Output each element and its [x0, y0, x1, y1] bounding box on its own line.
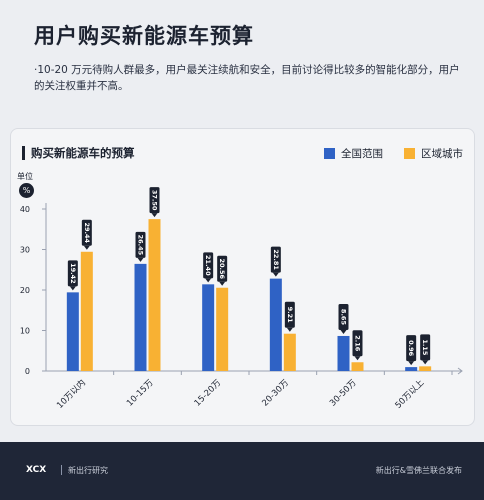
data-label-tag — [203, 252, 214, 279]
legend-swatch-national — [324, 148, 335, 159]
data-label: 1.15 — [421, 339, 429, 356]
data-label-tag — [135, 231, 146, 258]
x-category-label: 50万以上 — [394, 378, 427, 411]
data-label: 8.65 — [340, 309, 348, 326]
legend-swatch-regional — [404, 148, 415, 159]
data-label-pointer — [340, 329, 347, 334]
data-label: 2.16 — [354, 335, 362, 352]
x-category-label: 15-20万 — [193, 378, 224, 409]
page-description: ·10-20 万元待购人群最多，用户最关注续航和安全，目前讨论得比较多的智能化部… — [34, 64, 460, 92]
data-label: 22.81 — [272, 249, 280, 270]
data-label-pointer — [137, 257, 144, 262]
data-label-pointer — [286, 327, 293, 332]
data-label-tag — [338, 303, 349, 330]
bar-national — [269, 278, 282, 371]
data-label: 21.40 — [204, 255, 212, 276]
data-label: 29.44 — [83, 222, 91, 243]
data-label-pointer — [151, 213, 158, 218]
legend-item-regional: 区域城市 — [404, 146, 463, 161]
y-tick-label: 40 — [20, 205, 30, 214]
legend-label-national: 全国范围 — [341, 148, 383, 160]
bar-national — [66, 292, 79, 371]
data-label-tag — [67, 260, 78, 287]
page-title: 用户购买新能源车预算 — [34, 24, 254, 48]
data-label-pointer — [219, 281, 226, 286]
y-tick-label: 20 — [20, 286, 30, 295]
x-category-label: 10-15万 — [125, 378, 156, 409]
data-label-tag — [81, 219, 92, 246]
data-label: 37.50 — [151, 190, 159, 211]
legend-item-national: 全国范围 — [324, 146, 383, 161]
x-category-label: 20-30万 — [260, 378, 291, 409]
data-label-pointer — [272, 272, 279, 277]
data-label-pointer — [408, 361, 415, 366]
data-label: 20.56 — [218, 258, 226, 279]
panel-title-accent — [22, 146, 25, 160]
data-label-tag — [352, 330, 363, 357]
bar-regional — [419, 366, 432, 371]
data-label-tag — [217, 255, 228, 282]
data-label-pointer — [205, 278, 212, 283]
legend-label-regional: 区域城市 — [421, 148, 463, 160]
data-label-tag — [270, 246, 281, 273]
x-axis-arrow — [457, 367, 463, 375]
bar-national — [337, 335, 350, 371]
unit-badge: % — [19, 183, 34, 198]
data-label-pointer — [83, 245, 90, 250]
bar-national — [202, 284, 215, 371]
chart-title: 购买新能源车的预算 — [31, 146, 135, 160]
y-tick-label: 10 — [20, 327, 30, 336]
bar-national — [134, 263, 147, 371]
bar-regional — [80, 251, 93, 371]
data-label-tag — [284, 301, 295, 328]
data-label: 0.96 — [407, 340, 415, 357]
x-category-label: 10万以内 — [54, 377, 87, 410]
data-label-pointer — [354, 356, 361, 361]
footer-publisher: 新出行&雪佛兰联合发布 — [375, 466, 462, 475]
bar-regional — [351, 362, 364, 371]
y-tick-label: 0 — [25, 367, 30, 376]
data-label-pointer — [422, 360, 429, 365]
data-label: 9.21 — [286, 307, 294, 324]
unit-label: 单位 — [17, 172, 33, 181]
bar-national — [405, 367, 418, 371]
bar-regional — [283, 333, 296, 371]
data-label-pointer — [69, 286, 76, 291]
data-label: 19.42 — [69, 263, 77, 284]
footer-bar — [0, 442, 484, 500]
footer-logo: XCX — [26, 465, 47, 475]
data-label: 26.45 — [137, 235, 145, 256]
y-tick-label: 30 — [20, 246, 30, 255]
bar-regional — [148, 219, 161, 371]
footer-divider — [61, 465, 62, 475]
bar-regional — [216, 287, 229, 371]
x-category-label: 30-50万 — [328, 378, 359, 409]
footer-brand: 新出行研究 — [68, 466, 108, 475]
data-label-tag — [406, 335, 417, 362]
data-label-tag — [420, 334, 431, 361]
data-label-tag — [149, 187, 160, 214]
